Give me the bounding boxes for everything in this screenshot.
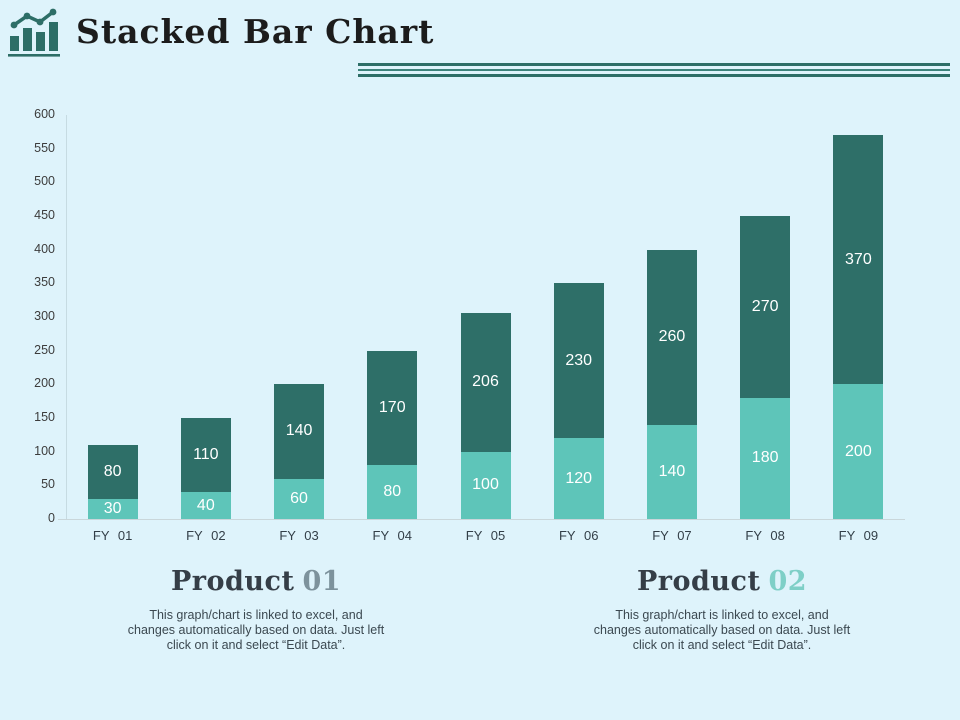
bar-segment-product-01: 200: [833, 384, 884, 519]
y-axis-label: 200: [34, 376, 55, 391]
product-01-number: 01: [302, 566, 342, 597]
product-01-block: Product 01 This graph/chart is linked to …: [96, 566, 416, 652]
x-axis-label: FY 06: [558, 528, 599, 543]
bar-value-label: 100: [472, 476, 499, 494]
bar-value-label: 200: [845, 442, 872, 460]
bar-segment-product-01: 140: [646, 424, 697, 519]
product-02-heading: Product 02: [562, 566, 882, 597]
product-01-label: Product: [170, 566, 295, 597]
bar-value-label: 80: [383, 483, 402, 501]
bar-value-label: 260: [658, 328, 686, 346]
bar-value-label: 180: [751, 449, 779, 467]
y-axis-label: 400: [34, 241, 55, 256]
bar-value-label: 140: [285, 422, 313, 440]
page-title: Stacked Bar Chart: [76, 12, 435, 51]
bar-segment-product-02: 370: [833, 135, 884, 385]
bar-value-label: 170: [378, 398, 406, 416]
divider-line: [358, 69, 950, 71]
y-axis-label: 350: [34, 275, 55, 290]
bar-segment-product-01: 180: [740, 397, 791, 519]
bar-chart-trend-icon: [8, 8, 62, 58]
bar-segment-product-01: 60: [274, 478, 325, 519]
product-01-description: This graph/chart is linked to excel, and…: [127, 608, 385, 652]
header-divider-lines: [358, 63, 950, 80]
x-axis-label: FY 05: [465, 528, 506, 543]
bar-segment-product-02: 206: [460, 312, 511, 452]
x-axis-label: FY 09: [838, 528, 879, 543]
bar-value-label: 370: [845, 250, 872, 268]
bar-value-label: 120: [565, 469, 593, 487]
x-axis-label: FY 04: [372, 528, 412, 543]
bar-value-label: 40: [196, 496, 215, 514]
y-axis-label: 600: [34, 107, 55, 121]
bar-value-label: 110: [193, 446, 219, 464]
bar-segment-product-02: 170: [367, 350, 418, 466]
bar-segment-product-02: 140: [274, 384, 325, 479]
y-axis-label: 150: [34, 410, 55, 424]
bar-segment-product-01: 30: [87, 498, 138, 519]
x-axis-label: FY 01: [92, 528, 133, 543]
bar-segment-product-02: 110: [180, 418, 231, 493]
product-01-heading: Product 01: [96, 566, 416, 597]
x-axis-line: [58, 519, 905, 520]
y-axis-label: 450: [34, 208, 55, 222]
bar-value-label: 80: [103, 462, 122, 480]
x-axis-label: FY 03: [279, 528, 319, 543]
product-02-description: This graph/chart is linked to excel, and…: [593, 608, 851, 652]
bar-value-label: 230: [565, 351, 593, 369]
product-02-label: Product: [636, 566, 761, 597]
bar-segment-product-01: 80: [367, 465, 418, 519]
stacked-bar-chart[interactable]: 0 50 100 150 200 250 300 350 400 450 500 550 600 30 80…: [0, 90, 960, 560]
y-axis-label: 0: [48, 511, 55, 525]
product-02-block: Product 02 This graph/chart is linked to …: [562, 566, 882, 652]
bar-segment-product-01: 40: [180, 492, 231, 519]
y-axis-label: 550: [34, 140, 55, 155]
x-axis-label: FY 08: [745, 528, 785, 543]
y-axis-label: 50: [41, 477, 55, 492]
x-axis-label: FY 07: [652, 528, 692, 543]
y-axis-label: 300: [34, 309, 55, 323]
bar-value-label: 30: [103, 499, 122, 517]
divider-line: [358, 63, 950, 66]
product-02-number: 02: [768, 566, 808, 597]
bar-value-label: 140: [658, 462, 686, 480]
bar-segment-product-02: 230: [553, 283, 604, 439]
y-axis-label: 100: [34, 443, 55, 458]
x-axis-label: FY 02: [186, 528, 226, 543]
bar-segment-product-01: 100: [460, 451, 511, 519]
bar-segment-product-02: 80: [87, 444, 138, 499]
bar-segment-product-01: 120: [553, 438, 604, 519]
y-axis-line: [66, 115, 67, 519]
divider-line: [358, 74, 950, 77]
bar-value-label: 206: [472, 373, 499, 391]
bar-segment-product-02: 260: [646, 249, 697, 425]
y-axis-label: 500: [34, 174, 55, 189]
bar-value-label: 270: [751, 297, 779, 315]
y-axis-label: 250: [34, 342, 55, 357]
bar-value-label: 60: [290, 489, 308, 507]
bar-segment-product-02: 270: [740, 216, 791, 398]
